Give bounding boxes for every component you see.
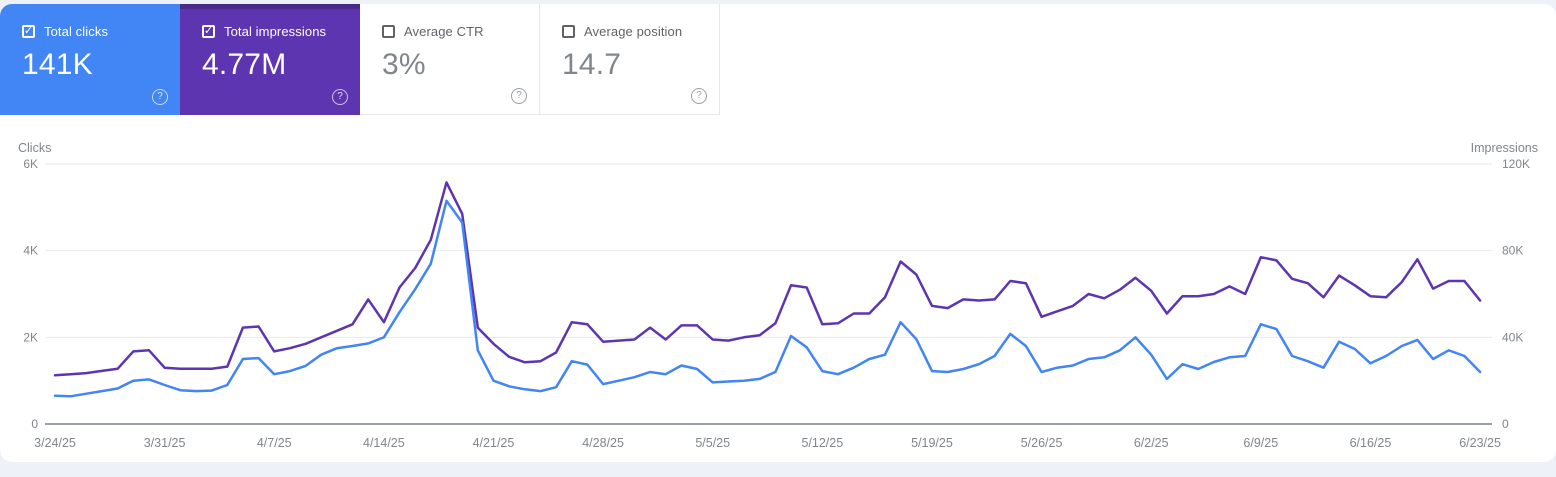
x-axis-date-label: 4/28/25: [582, 436, 624, 450]
x-axis-date-label: 6/9/25: [1243, 436, 1278, 450]
average-position-checkbox[interactable]: [562, 25, 575, 38]
x-axis-date-label: 4/7/25: [257, 436, 292, 450]
average-ctr-label: Average CTR: [404, 24, 484, 39]
metric-card-average-position[interactable]: Average position 14.7 ?: [540, 4, 720, 115]
help-icon[interactable]: ?: [152, 89, 168, 105]
average-position-label: Average position: [584, 24, 683, 39]
metric-card-total-clicks[interactable]: ✓ Total clicks 141K ?: [0, 4, 180, 115]
metric-card-average-ctr[interactable]: Average CTR 3% ?: [360, 4, 540, 115]
right-axis-tick: 0: [1502, 417, 1509, 431]
total-impressions-value: 4.77M: [202, 48, 287, 81]
left-axis-tick: 2K: [23, 330, 38, 344]
x-axis-date-label: 5/26/25: [1021, 436, 1063, 450]
performance-panel: ✓ Total clicks 141K ? ✓ Total impression…: [0, 4, 1556, 462]
total-impressions-checkbox[interactable]: ✓: [202, 25, 215, 38]
average-ctr-value: 3%: [382, 48, 426, 81]
left-axis-title: Clicks: [18, 141, 51, 155]
right-axis-tick: 40K: [1502, 330, 1523, 344]
x-axis-date-label: 6/16/25: [1350, 436, 1392, 450]
help-icon[interactable]: ?: [691, 88, 707, 104]
x-axis-date-label: 4/21/25: [473, 436, 515, 450]
left-axis-tick: 6K: [23, 157, 38, 171]
total-clicks-label: Total clicks: [44, 24, 109, 39]
x-axis-date-label: 5/19/25: [911, 436, 953, 450]
left-axis-tick: 4K: [23, 244, 38, 258]
help-icon[interactable]: ?: [332, 89, 348, 105]
right-axis-title: Impressions: [1471, 141, 1538, 155]
clicks-line[interactable]: [53, 199, 1482, 398]
right-axis-tick: 120K: [1502, 157, 1530, 171]
metric-cards-row: ✓ Total clicks 141K ? ✓ Total impression…: [0, 4, 720, 115]
performance-chart: 0 0 2K 40K 4K 80K 6K 120K Clicks Impressions 3/24/…: [18, 141, 1538, 450]
x-axis-date-label: 5/12/25: [801, 436, 843, 450]
x-axis-date-label: 5/5/25: [695, 436, 730, 450]
total-impressions-label: Total impressions: [224, 24, 327, 39]
metric-card-total-impressions[interactable]: ✓ Total impressions 4.77M ?: [180, 4, 360, 115]
impressions-line[interactable]: [53, 181, 1482, 377]
x-axis-date-label: 6/2/25: [1134, 436, 1169, 450]
left-axis-tick: 0: [31, 417, 38, 431]
help-icon[interactable]: ?: [511, 88, 527, 104]
total-clicks-checkbox[interactable]: ✓: [22, 25, 35, 38]
card-top-band: [180, 4, 360, 9]
average-position-value: 14.7: [562, 48, 622, 81]
total-clicks-value: 141K: [22, 48, 93, 81]
x-axis-date-label: 6/23/25: [1459, 436, 1501, 450]
x-axis-date-label: 3/31/25: [144, 436, 186, 450]
right-axis-tick: 80K: [1502, 244, 1523, 258]
x-axis-date-label: 4/14/25: [363, 436, 405, 450]
average-ctr-checkbox[interactable]: [382, 25, 395, 38]
x-axis-date-label: 3/24/25: [34, 436, 76, 450]
